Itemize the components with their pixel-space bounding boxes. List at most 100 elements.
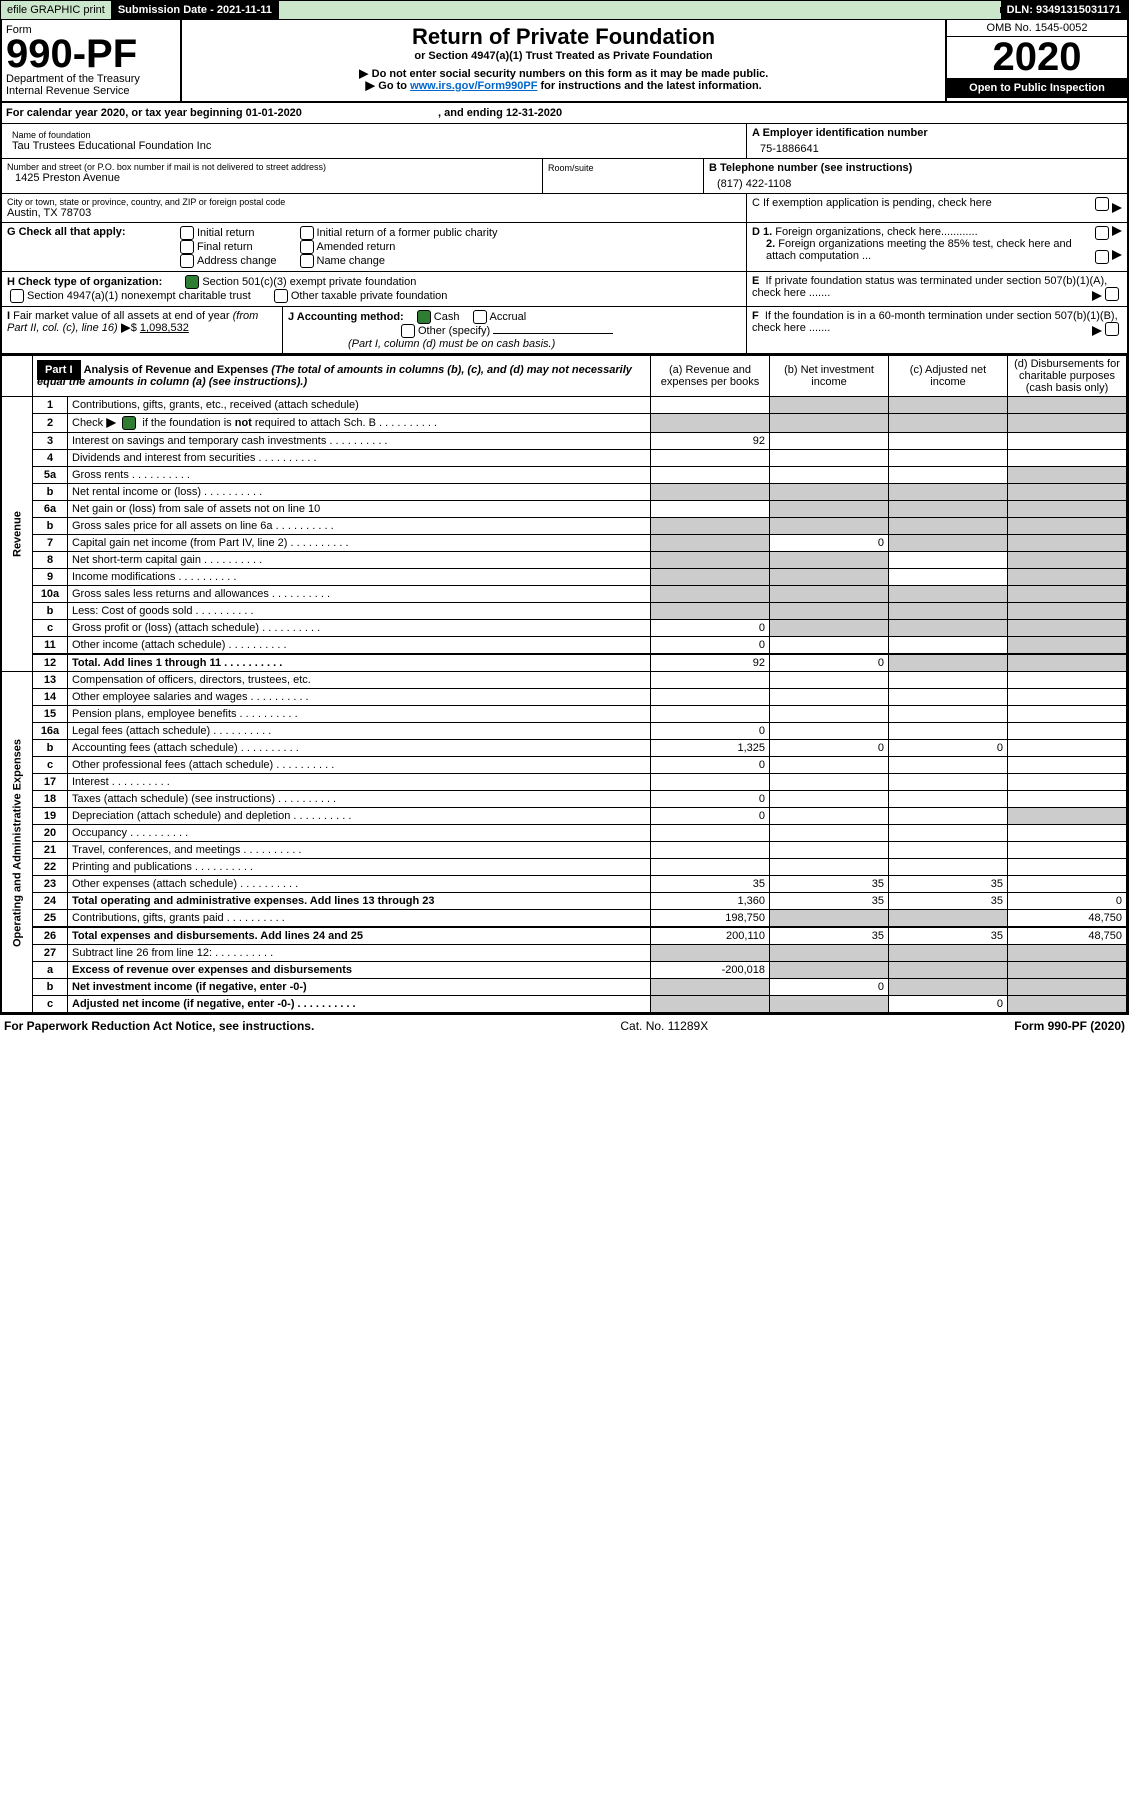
row-7-col-a: [651, 535, 770, 552]
row-22-col-b: [770, 859, 889, 876]
row-8-desc: Net short-term capital gain: [68, 552, 651, 569]
f-checkbox[interactable]: [1105, 322, 1119, 336]
row-2-col-a: [651, 414, 770, 433]
row-11-col-d: [1008, 637, 1127, 655]
row-6a-col-b: [770, 501, 889, 518]
row-6a-col-d: [1008, 501, 1127, 518]
row-19-col-b: [770, 808, 889, 825]
row-5a-col-d: [1008, 467, 1127, 484]
instructions-link[interactable]: www.irs.gov/Form990PF: [410, 80, 537, 92]
former-charity-checkbox[interactable]: [300, 226, 314, 240]
dept: Department of the Treasury: [6, 73, 176, 85]
row-9-col-a: [651, 569, 770, 586]
cash-checkbox[interactable]: [417, 310, 431, 324]
top-bar: efile GRAPHIC print Submission Date - 20…: [0, 0, 1129, 20]
row-c-col-a: 0: [651, 620, 770, 637]
row-b-col-a: 1,325: [651, 740, 770, 757]
row-b-col-a: [651, 603, 770, 620]
row-27-col-c: [889, 945, 1008, 962]
row-b-col-d: [1008, 979, 1127, 996]
row-15-col-c: [889, 706, 1008, 723]
other-taxable-checkbox[interactable]: [274, 289, 288, 303]
row-2-desc: Check if the foundation is not required …: [68, 414, 651, 433]
row-b-col-a: [651, 979, 770, 996]
col-c: (c) Adjusted net income: [889, 355, 1008, 397]
row-19-col-c: [889, 808, 1008, 825]
row-22-col-c: [889, 859, 1008, 876]
other-method-checkbox[interactable]: [401, 324, 415, 338]
row-11-col-a: 0: [651, 637, 770, 655]
row-13-col-d: [1008, 672, 1127, 689]
row-19-col-a: 0: [651, 808, 770, 825]
row-18-col-c: [889, 791, 1008, 808]
row-b-desc: Gross sales price for all assets on line…: [68, 518, 651, 535]
row-20-col-b: [770, 825, 889, 842]
row-1-col-d: [1008, 397, 1127, 414]
row-8-col-a: [651, 552, 770, 569]
initial-return-checkbox[interactable]: [180, 226, 194, 240]
e-checkbox[interactable]: [1105, 287, 1119, 301]
row-10a-col-c: [889, 586, 1008, 603]
row-25-col-b: [770, 910, 889, 928]
row-b-col-a: [651, 484, 770, 501]
city-label: City or town, state or province, country…: [7, 197, 741, 207]
row-b-col-d: [1008, 740, 1127, 757]
row-9-col-d: [1008, 569, 1127, 586]
row-25-col-c: [889, 910, 1008, 928]
row-22-col-a: [651, 859, 770, 876]
phone-label: B Telephone number (see instructions): [709, 162, 912, 174]
row-14-col-a: [651, 689, 770, 706]
address-change-checkbox[interactable]: [180, 254, 194, 268]
row-20-col-a: [651, 825, 770, 842]
amended-return-checkbox[interactable]: [300, 240, 314, 254]
row-23-col-b: 35: [770, 876, 889, 893]
form-ref: Form 990-PF (2020): [1014, 1019, 1125, 1033]
schb-checkbox[interactable]: [122, 416, 136, 430]
row-12-col-d: [1008, 654, 1127, 672]
calendar-year-b: , and ending 12-31-2020: [438, 107, 562, 119]
row-c-col-a: [651, 996, 770, 1013]
row-b-col-d: [1008, 484, 1127, 501]
4947-checkbox[interactable]: [10, 289, 24, 303]
row-17-col-c: [889, 774, 1008, 791]
row-b-col-a: [651, 518, 770, 535]
row-3-col-c: [889, 433, 1008, 450]
row-c-col-d: [1008, 620, 1127, 637]
c-checkbox[interactable]: [1095, 197, 1109, 211]
d1-checkbox[interactable]: [1095, 226, 1109, 240]
row-8-col-d: [1008, 552, 1127, 569]
row-9-desc: Income modifications: [68, 569, 651, 586]
row-23-col-d: [1008, 876, 1127, 893]
501c3-checkbox[interactable]: [185, 275, 199, 289]
row-15-col-d: [1008, 706, 1127, 723]
row-1-desc: Contributions, gifts, grants, etc., rece…: [68, 397, 651, 414]
accrual-checkbox[interactable]: [473, 310, 487, 324]
row-8-col-c: [889, 552, 1008, 569]
footer: For Paperwork Reduction Act Notice, see …: [0, 1015, 1129, 1037]
row-24-desc: Total operating and administrative expen…: [68, 893, 651, 910]
d2-checkbox[interactable]: [1095, 250, 1109, 264]
tax-year: 2020: [947, 35, 1127, 80]
row-3-col-b: [770, 433, 889, 450]
row-6a-desc: Net gain or (loss) from sale of assets n…: [68, 501, 651, 518]
efile-print-label[interactable]: efile GRAPHIC print: [1, 1, 112, 19]
row-b-col-c: 0: [889, 740, 1008, 757]
row-c-col-b: [770, 757, 889, 774]
row-c-col-b: [770, 620, 889, 637]
submission-date: Submission Date - 2021-11-11: [112, 1, 279, 19]
row-16a-col-a: 0: [651, 723, 770, 740]
cat-no: Cat. No. 11289X: [620, 1019, 708, 1033]
row-24-col-d: 0: [1008, 893, 1127, 910]
row-16a-col-d: [1008, 723, 1127, 740]
row-27-col-d: [1008, 945, 1127, 962]
row-10a-col-d: [1008, 586, 1127, 603]
row-a-col-b: [770, 962, 889, 979]
row-b-col-d: [1008, 518, 1127, 535]
row-12-desc: Total. Add lines 1 through 11: [68, 654, 651, 672]
name-change-checkbox[interactable]: [300, 254, 314, 268]
final-return-checkbox[interactable]: [180, 240, 194, 254]
row-22-col-d: [1008, 859, 1127, 876]
city-state-zip: Austin, TX 78703: [7, 207, 741, 219]
row-9-col-b: [770, 569, 889, 586]
row-a-desc: Excess of revenue over expenses and disb…: [68, 962, 651, 979]
